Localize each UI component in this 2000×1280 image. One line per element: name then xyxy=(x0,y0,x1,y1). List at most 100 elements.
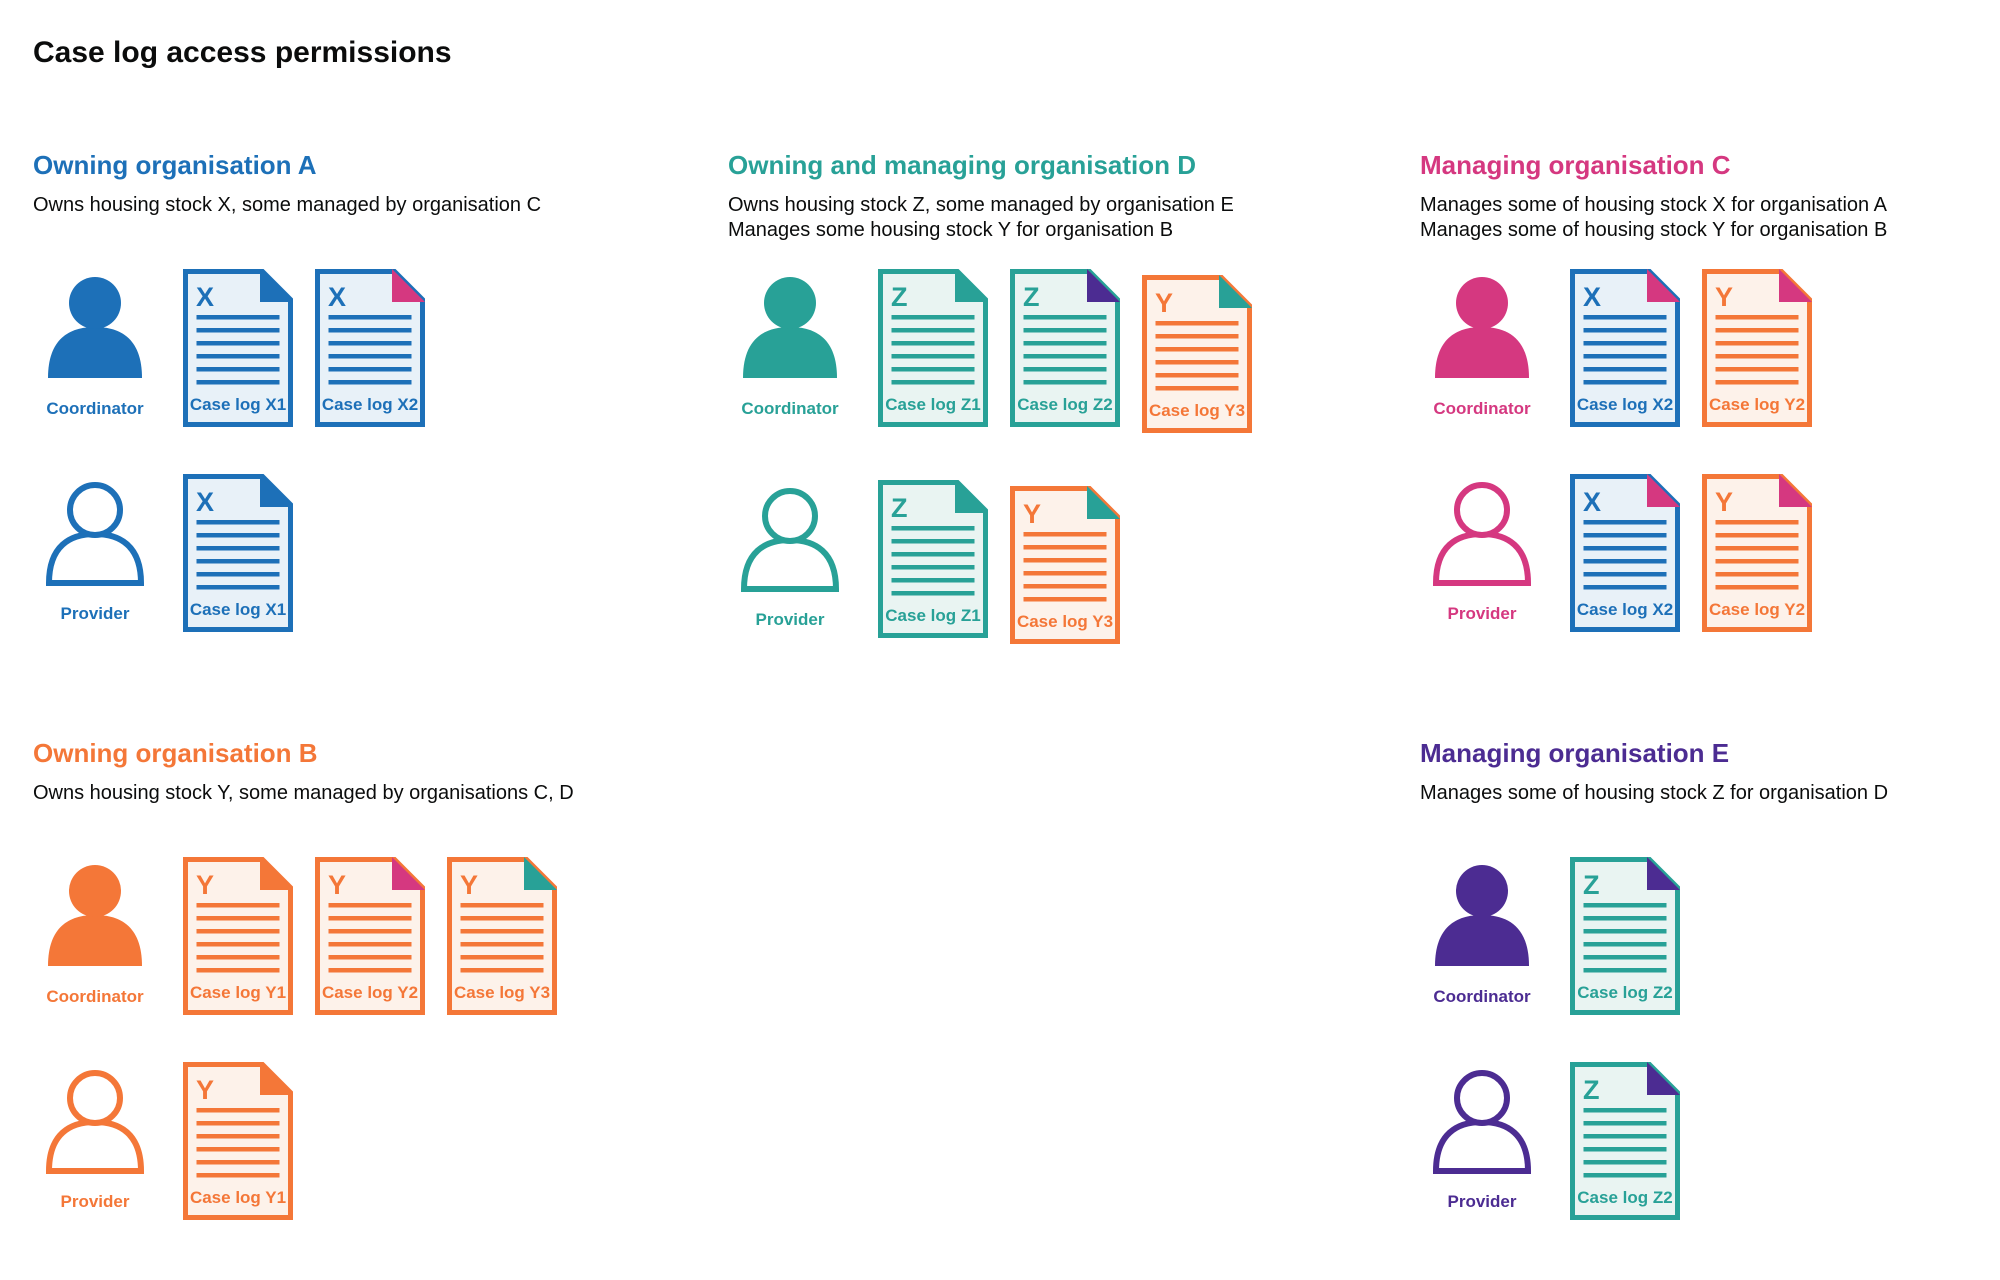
case-log-document: Y Case log Y3 xyxy=(447,857,557,1020)
document-letter: Z xyxy=(1583,1075,1600,1105)
document-letter: Y xyxy=(460,870,478,900)
coordinator-person-icon xyxy=(743,277,837,378)
document-outline xyxy=(447,857,557,1015)
section-description-line: Manages some of housing stock X for orga… xyxy=(1420,194,1887,216)
person-block: Coordinator xyxy=(1420,269,1570,419)
document-icon: X Case log X1 xyxy=(183,269,293,427)
case-log-document: Y Case log Y3 xyxy=(1010,486,1120,649)
document-letter: X xyxy=(196,282,214,312)
case-log-documents: Y Case log Y1 xyxy=(183,1062,293,1225)
section-description-line: Manages some of housing stock Z for orga… xyxy=(1420,782,1889,804)
person-body xyxy=(45,1118,145,1174)
case-log-documents: Z Case log Z1 Y Cas xyxy=(878,480,1120,649)
document-label: Case log Y1 xyxy=(190,983,286,1002)
person-block: Provider xyxy=(728,480,878,630)
section-heading: Owning organisation A xyxy=(33,150,317,180)
document-icon: Z Case log Z1 xyxy=(878,480,988,638)
document-letter: X xyxy=(1583,282,1601,312)
role-label: Coordinator xyxy=(741,399,839,418)
document-outline xyxy=(1570,474,1680,632)
document-letter: Y xyxy=(1715,487,1733,517)
document-label: Case log Y3 xyxy=(1017,612,1113,631)
case-log-document: Z Case log Z2 xyxy=(1010,269,1120,432)
case-log-documents: X Case log X2 Y Cas xyxy=(1570,269,1812,432)
role-row: Coordinator X Case log X2 Y xyxy=(1420,269,2000,432)
document-outline xyxy=(1702,474,1812,632)
role-row: Coordinator Z Case log Z1 Z xyxy=(728,269,1420,438)
managing-organisation-e: Managing organisation E Manages some of … xyxy=(1420,738,2000,1225)
document-outline xyxy=(1570,857,1680,1015)
document-label: Case log Y2 xyxy=(1709,395,1805,414)
section-description: Owns housing stock Y, some managed by or… xyxy=(33,781,728,857)
section-heading: Owning organisation B xyxy=(33,738,318,768)
document-text-lines xyxy=(1583,1108,1667,1178)
role-label: Provider xyxy=(60,1192,130,1211)
document-text-lines xyxy=(1583,903,1667,973)
person-body xyxy=(1435,327,1529,378)
case-log-documents: X Case log X2 Y Cas xyxy=(1570,474,1812,637)
document-letter: Y xyxy=(1715,282,1733,312)
document-icon: Y Case log Y2 xyxy=(1702,474,1812,632)
document-icon: Y Case log Y3 xyxy=(1142,275,1252,433)
document-fold-corner xyxy=(1647,857,1680,890)
document-icon: Z Case log Z2 xyxy=(1570,857,1680,1015)
document-icon: X Case log X2 xyxy=(1570,474,1680,632)
person-head xyxy=(762,488,818,544)
document-outline xyxy=(183,474,293,632)
role-row: Provider Z Case log Z1 Y xyxy=(728,480,1420,649)
role-row: Provider Y Case log Y1 xyxy=(33,1062,728,1225)
document-label: Case log Z2 xyxy=(1017,395,1112,414)
role-label: Provider xyxy=(60,604,130,623)
document-label: Case log X2 xyxy=(1577,600,1673,619)
person-body xyxy=(743,327,837,378)
case-log-document: X Case log X2 xyxy=(1570,474,1680,637)
case-log-document: Y Case log Y2 xyxy=(315,857,425,1020)
document-icon: Y Case log Y2 xyxy=(315,857,425,1015)
document-label: Case log Y3 xyxy=(1149,401,1245,420)
provider-person-icon xyxy=(45,482,145,586)
provider-person-icon xyxy=(740,488,840,592)
document-label: Case log X1 xyxy=(190,600,286,619)
person-head xyxy=(69,865,121,917)
document-icon: Y Case log Y2 xyxy=(1702,269,1812,427)
document-letter: Y xyxy=(328,870,346,900)
document-letter: Y xyxy=(196,1075,214,1105)
person-block: Coordinator xyxy=(1420,857,1570,1007)
provider-person-icon xyxy=(1432,1070,1532,1174)
document-icon: Y Case log Y1 xyxy=(183,1062,293,1220)
case-log-document: X Case log X2 xyxy=(315,269,425,432)
section-description-line: Owns housing stock X, some managed by or… xyxy=(33,194,542,216)
document-outline xyxy=(183,269,293,427)
document-text-lines xyxy=(1155,321,1239,391)
document-fold-corner xyxy=(955,480,988,513)
person-head xyxy=(69,277,121,329)
document-outline xyxy=(183,1062,293,1220)
document-label: Case log X1 xyxy=(190,395,286,414)
document-letter: Y xyxy=(1155,288,1173,318)
case-log-document: Y Case log Y2 xyxy=(1702,474,1812,637)
role-row: Coordinator X Case log X1 X xyxy=(33,269,728,432)
document-fold-corner xyxy=(392,269,425,302)
document-fold-corner xyxy=(1779,474,1812,507)
document-text-lines xyxy=(891,315,975,385)
person-body xyxy=(48,915,142,966)
case-log-documents: Y Case log Y1 Y Cas xyxy=(183,857,557,1020)
document-text-lines xyxy=(196,520,280,590)
document-fold-corner xyxy=(1087,269,1120,302)
role-label: Provider xyxy=(1447,1192,1517,1211)
document-text-lines xyxy=(196,903,280,973)
document-fold-corner xyxy=(524,857,557,890)
document-text-lines xyxy=(460,903,544,973)
document-label: Case log Y3 xyxy=(454,983,550,1002)
document-fold-corner xyxy=(955,269,988,302)
case-log-document: Y Case log Y1 xyxy=(183,1062,293,1225)
role-label: Coordinator xyxy=(1433,399,1531,418)
document-text-lines xyxy=(1715,520,1799,590)
person-block: Coordinator xyxy=(728,269,878,419)
document-letter: Z xyxy=(1023,282,1040,312)
person-block: Provider xyxy=(1420,1062,1570,1212)
role-rows: Coordinator Z Case log Z2 Prov xyxy=(1420,857,2000,1225)
case-log-document: Z Case log Z1 xyxy=(878,269,988,432)
case-log-document: X Case log X2 xyxy=(1570,269,1680,432)
person-block: Coordinator xyxy=(33,269,183,419)
